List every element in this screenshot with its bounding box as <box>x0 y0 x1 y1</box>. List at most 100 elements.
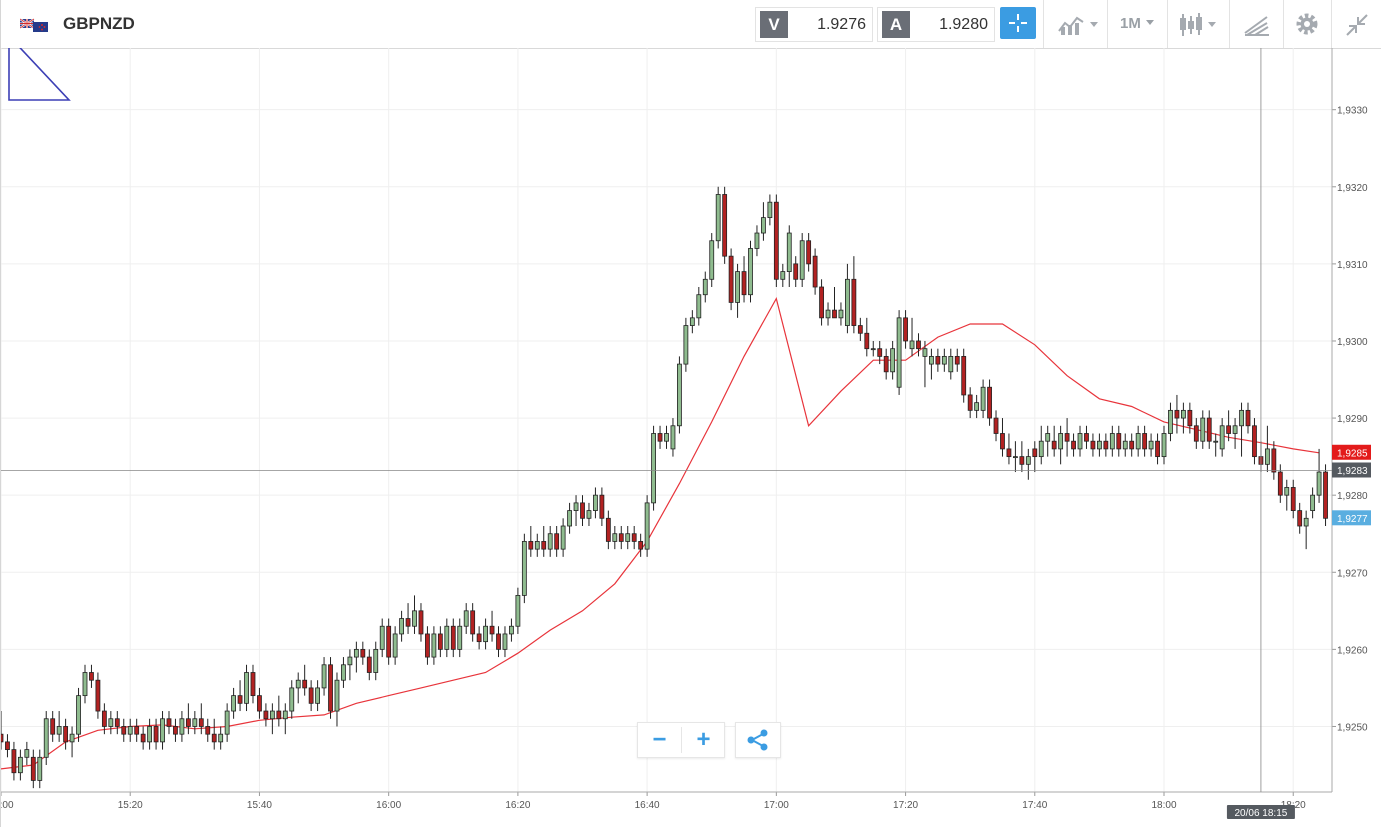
candle-body-up <box>870 348 876 351</box>
candle-body-up <box>457 625 463 650</box>
candle <box>121 718 127 742</box>
candle <box>761 202 766 241</box>
drawing-tools-button[interactable] <box>1237 5 1277 43</box>
candle <box>832 287 837 319</box>
candle-body-up <box>786 232 792 272</box>
candle <box>496 626 501 658</box>
candle-body-up <box>1161 433 1167 458</box>
chart-toolbar: GBPNZD V 1.9276 A 1.9280 <box>1 0 1381 49</box>
chart-type-button[interactable] <box>1053 5 1105 43</box>
candle-body-up <box>754 232 760 249</box>
candle-body-down <box>1277 471 1283 496</box>
collapse-button[interactable] <box>1339 5 1375 43</box>
crosshair-icon <box>1009 14 1027 32</box>
candle <box>392 626 398 665</box>
zoom-out-button[interactable]: − <box>652 726 667 753</box>
candle-body-up <box>1038 440 1044 458</box>
candle-body-up <box>780 271 786 280</box>
share-button[interactable] <box>735 722 781 758</box>
candle-body-up <box>612 533 618 542</box>
candle-body-down <box>580 502 585 519</box>
candle <box>1323 464 1328 527</box>
candle-body-down <box>528 541 534 550</box>
candle <box>82 664 88 704</box>
y-tick-label: 1,9310 <box>1337 260 1368 271</box>
candle-body-up <box>521 541 527 596</box>
candle <box>1071 433 1076 457</box>
candle <box>269 703 275 735</box>
candle-body-down <box>360 648 366 658</box>
candle <box>328 657 333 719</box>
candle <box>76 687 81 742</box>
candle <box>282 703 288 735</box>
candle <box>748 240 753 303</box>
candle-body-up <box>289 687 295 712</box>
candle <box>870 340 876 357</box>
zoom-in-button[interactable]: + <box>696 726 711 753</box>
candle-body-up <box>347 656 353 666</box>
moving-average-line <box>1 296 1320 770</box>
y-tick-label: 1,9330 <box>1337 106 1368 117</box>
candle <box>580 495 585 527</box>
candle <box>922 340 928 388</box>
candle <box>386 618 392 665</box>
candle <box>257 687 262 719</box>
candle <box>509 618 514 642</box>
toolbar-divider <box>1331 0 1332 48</box>
buy-price-button[interactable]: A 1.9280 <box>877 7 995 42</box>
candle-body-down <box>954 355 960 365</box>
price-chart[interactable]: 1,9250 1,9260 1,9270 1,9280 1,9290 1,9300 1,93… <box>1 48 1381 827</box>
candle <box>211 718 217 750</box>
candle <box>1045 425 1051 457</box>
candle-body-up <box>1096 440 1102 450</box>
candle-body-up <box>677 363 682 427</box>
candle-body-down <box>857 325 863 334</box>
candle <box>1174 394 1180 434</box>
settings-button[interactable] <box>1289 5 1325 43</box>
candle <box>599 487 605 527</box>
candle-body-up <box>534 541 540 550</box>
candle <box>1006 433 1012 465</box>
candle <box>573 495 579 527</box>
candle-body-down <box>806 240 812 265</box>
candle-body-down <box>631 533 637 542</box>
candle-body-down <box>877 348 883 357</box>
candle <box>425 626 430 665</box>
candle <box>1032 441 1038 473</box>
candle <box>1168 402 1173 442</box>
sell-price-button[interactable]: V 1.9276 <box>755 7 873 42</box>
candlestick-style-button[interactable] <box>1173 5 1225 43</box>
candle-body-up <box>1213 440 1219 443</box>
candle-body-down <box>198 718 204 727</box>
gb-nz-flag-icon <box>20 18 48 32</box>
candle <box>806 233 812 272</box>
candle <box>205 718 211 742</box>
candle <box>101 703 107 735</box>
x-tick-label: 17:20 <box>893 800 918 811</box>
candle <box>780 263 786 288</box>
candle <box>470 603 476 642</box>
y-tick-label: 1,9290 <box>1337 414 1368 425</box>
candle-body-down <box>728 255 734 303</box>
candle-body-down <box>793 263 799 280</box>
candle <box>1206 410 1212 449</box>
candle <box>1232 418 1238 449</box>
toolbar-divider <box>1167 0 1168 48</box>
candle-body-down <box>1297 510 1303 527</box>
candle-body-up <box>1058 433 1064 450</box>
candle-body-up <box>547 533 553 550</box>
candle <box>1090 433 1096 457</box>
candle-body-down <box>140 733 146 743</box>
candle <box>696 287 702 326</box>
candle <box>1284 479 1290 511</box>
candle <box>1310 487 1316 519</box>
candle-body-up <box>799 240 805 280</box>
candle <box>366 649 372 681</box>
candle-body-down <box>987 386 992 419</box>
bid-price-label-box <box>1332 510 1371 526</box>
crosshair-button[interactable] <box>1000 7 1036 39</box>
candle <box>638 533 644 557</box>
candle <box>664 425 669 449</box>
candle-body-down <box>1155 440 1160 458</box>
candle-body-up <box>573 502 579 511</box>
